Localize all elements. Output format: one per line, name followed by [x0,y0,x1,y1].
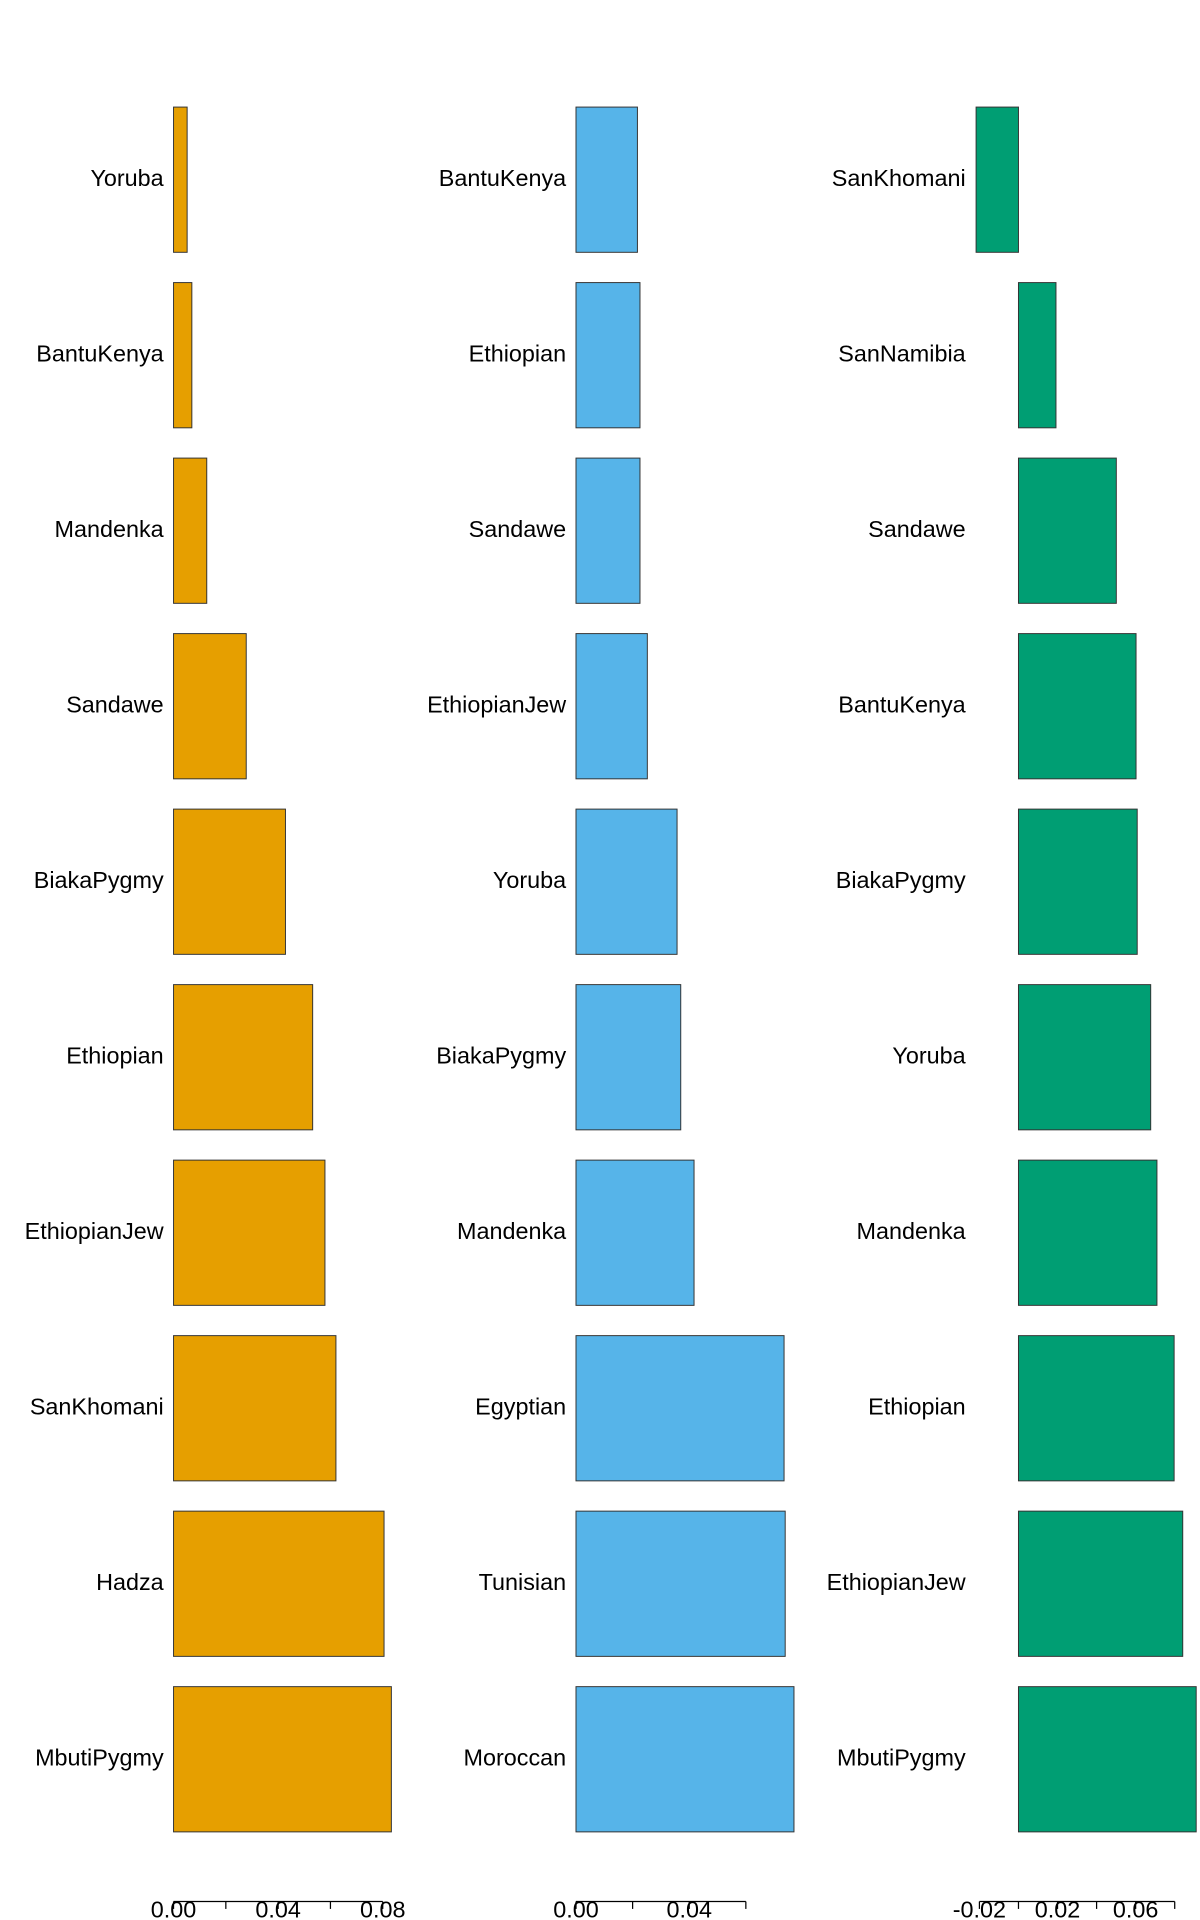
bar [575,1159,695,1306]
y-tick-label: MbutiPygmy [35,1744,164,1770]
bar [575,282,641,429]
bar [1017,1510,1184,1657]
y-tick-label: MbutiPygmy [837,1744,966,1770]
y-tick-label: Ethiopian [469,340,566,366]
y-tick-label: SanKhomani [30,1393,164,1419]
bar [975,106,1019,253]
bar [575,1686,795,1833]
y-tick-label: SanNamibia [838,340,965,366]
y-tick-label: Ethiopian [66,1042,163,1068]
x-tick-label: 0.04 [666,1897,712,1920]
x-tick-label: 0.00 [553,1897,599,1920]
y-tick-label: Sandawe [66,691,163,717]
bar [575,106,638,253]
bar [173,1159,326,1306]
bar [173,457,208,604]
bar [173,1335,337,1482]
bar [173,1686,392,1833]
y-tick-label: Yoruba [493,867,566,893]
bar [1017,282,1057,429]
y-tick-label: Sandawe [868,516,965,542]
x-tick-label: -0.02 [953,1897,1006,1920]
x-tick-label: 0.04 [255,1897,301,1920]
bar [575,1510,786,1657]
y-tick-label: BiakaPygmy [836,867,966,893]
bar [1017,457,1117,604]
y-tick-label: Mandenka [55,516,164,542]
y-tick-label: BiakaPygmy [34,867,164,893]
y-tick-label: Moroccan [464,1744,567,1770]
x-tick-label: 0.08 [360,1897,406,1920]
y-tick-label: Mandenka [457,1218,566,1244]
y-tick-label: BiakaPygmy [436,1042,566,1068]
x-tick-label: 0.00 [151,1897,196,1920]
y-tick-label: Yoruba [90,165,163,191]
bar [575,457,641,604]
y-tick-label: EthiopianJew [827,1569,966,1595]
bar [1017,808,1138,955]
bar [575,633,648,780]
y-tick-label: Yoruba [892,1042,965,1068]
bar [575,808,678,955]
y-tick-label: BantuKenya [838,691,965,717]
y-tick-label: SanKhomani [832,165,966,191]
y-tick-label: EthiopianJew [25,1218,164,1244]
y-tick-label: BantuKenya [439,165,566,191]
bar [173,1510,385,1657]
bar [173,984,314,1131]
bar [173,282,193,429]
y-tick-label: Sandawe [469,516,566,542]
bar [575,984,682,1131]
bar [1017,633,1137,780]
bar [173,808,286,955]
y-tick-label: BantuKenya [36,340,163,366]
bar [1017,1335,1175,1482]
y-tick-label: Ethiopian [868,1393,965,1419]
x-tick-label: 0.02 [1035,1897,1081,1920]
bar [173,633,247,780]
y-tick-label: Hadza [96,1569,164,1595]
bar [173,106,188,253]
bar [1017,1686,1197,1833]
bar [575,1335,785,1482]
y-tick-label: EthiopianJew [427,691,566,717]
y-tick-label: Mandenka [856,1218,965,1244]
bar [1017,1159,1158,1306]
x-tick-label: 0.06 [1113,1897,1159,1920]
y-tick-label: Tunisian [479,1569,567,1595]
bar [1017,984,1152,1131]
y-tick-label: Egyptian [475,1393,566,1419]
